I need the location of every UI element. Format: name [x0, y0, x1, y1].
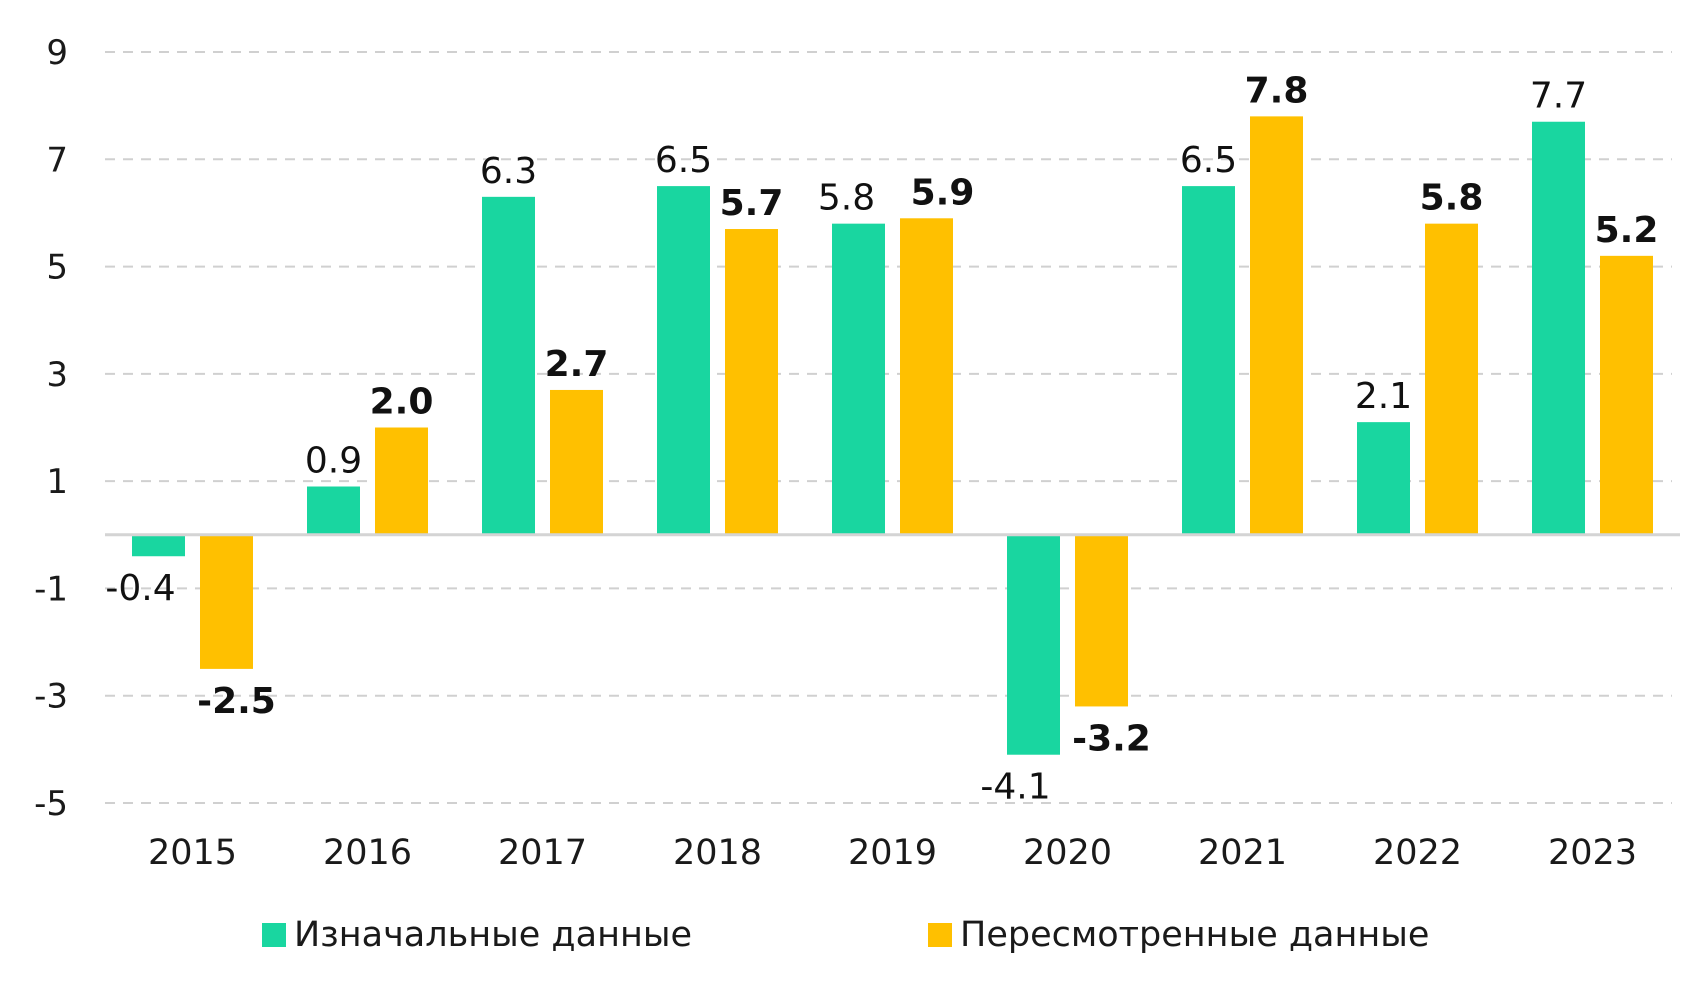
y-tick-label: 9	[46, 33, 68, 73]
bar-revised	[200, 534, 253, 669]
y-tick-label: 1	[46, 462, 68, 502]
x-tick-label: 2023	[1548, 833, 1637, 873]
bar-original	[1182, 186, 1235, 535]
bar-original	[832, 223, 885, 535]
bar-original	[482, 196, 535, 535]
x-tick-label: 2019	[848, 833, 937, 873]
bar-original	[657, 186, 710, 535]
bar-original	[1532, 121, 1585, 535]
bar-original	[1007, 534, 1060, 755]
legend-label-revised: Пересмотренные данные	[960, 915, 1430, 955]
value-label-revised: 5.9	[911, 172, 975, 213]
bar-revised	[1425, 223, 1478, 535]
bar-original	[132, 534, 185, 557]
y-tick-label: 7	[46, 140, 68, 180]
value-label-revised: 5.2	[1595, 210, 1659, 251]
x-tick-label: 2022	[1373, 833, 1462, 873]
x-axis-ticks: 2015 2016 2017 2018 2019 2020 2021 2022 2023	[148, 833, 1637, 873]
bar-original	[307, 486, 360, 535]
value-label-original: 6.3	[480, 151, 537, 192]
x-tick-label: 2015	[148, 833, 237, 873]
y-tick-label: -3	[34, 677, 68, 717]
value-label-revised: 5.7	[720, 183, 784, 224]
bar-revised	[1600, 255, 1653, 535]
bar-revised	[725, 229, 778, 535]
x-tick-label: 2017	[498, 833, 587, 873]
value-label-revised: 2.0	[370, 382, 434, 423]
value-labels: -0.4-2.50.92.06.32.76.55.7 5.8 5.9-4.1-3.2…	[105, 70, 1658, 807]
bar-revised	[1250, 116, 1303, 535]
y-tick-label: 3	[46, 355, 68, 395]
value-label-original: 6.5	[1180, 140, 1237, 181]
value-label-revised: 2.7	[545, 344, 609, 385]
legend: Изначальные данные Пересмотренные данные	[0, 915, 1707, 965]
x-tick-label: 2021	[1198, 833, 1287, 873]
x-tick-label: 2016	[323, 833, 412, 873]
legend-swatch-original	[262, 923, 286, 947]
value-label-revised: 7.8	[1245, 70, 1309, 111]
legend-item-revised: Пересмотренные данные	[928, 915, 1429, 955]
bars	[132, 116, 1653, 755]
bar-revised	[900, 218, 953, 535]
value-label-original: 6.5	[655, 140, 712, 181]
value-label-original: 0.9	[305, 441, 362, 482]
y-tick-label: -5	[34, 784, 68, 824]
value-label-revised: -2.5	[197, 681, 276, 722]
y-axis-ticks: 9 7 5 3 1 -1 -3 -5	[34, 33, 68, 824]
y-tick-label: -1	[34, 569, 68, 609]
x-tick-label: 2020	[1023, 833, 1112, 873]
gridlines	[105, 51, 1672, 804]
value-label-original: 2.1	[1355, 376, 1412, 417]
value-label-original: -0.4	[105, 568, 175, 609]
value-label-revised: 5.8	[1420, 178, 1484, 219]
y-tick-label: 5	[46, 248, 68, 288]
value-label-original: -4.1	[980, 767, 1050, 808]
value-label-original: 5.8	[818, 178, 875, 219]
legend-swatch-revised	[928, 923, 952, 947]
bar-revised	[375, 427, 428, 535]
legend-label-original: Изначальные данные	[294, 915, 693, 955]
bar-original	[1357, 422, 1410, 535]
value-label-revised: -3.2	[1072, 718, 1151, 759]
bar-revised	[550, 389, 603, 535]
value-label-original: 7.7	[1530, 76, 1587, 117]
x-tick-label: 2018	[673, 833, 762, 873]
legend-item-original: Изначальные данные	[262, 915, 692, 955]
bar-revised	[1075, 534, 1128, 707]
